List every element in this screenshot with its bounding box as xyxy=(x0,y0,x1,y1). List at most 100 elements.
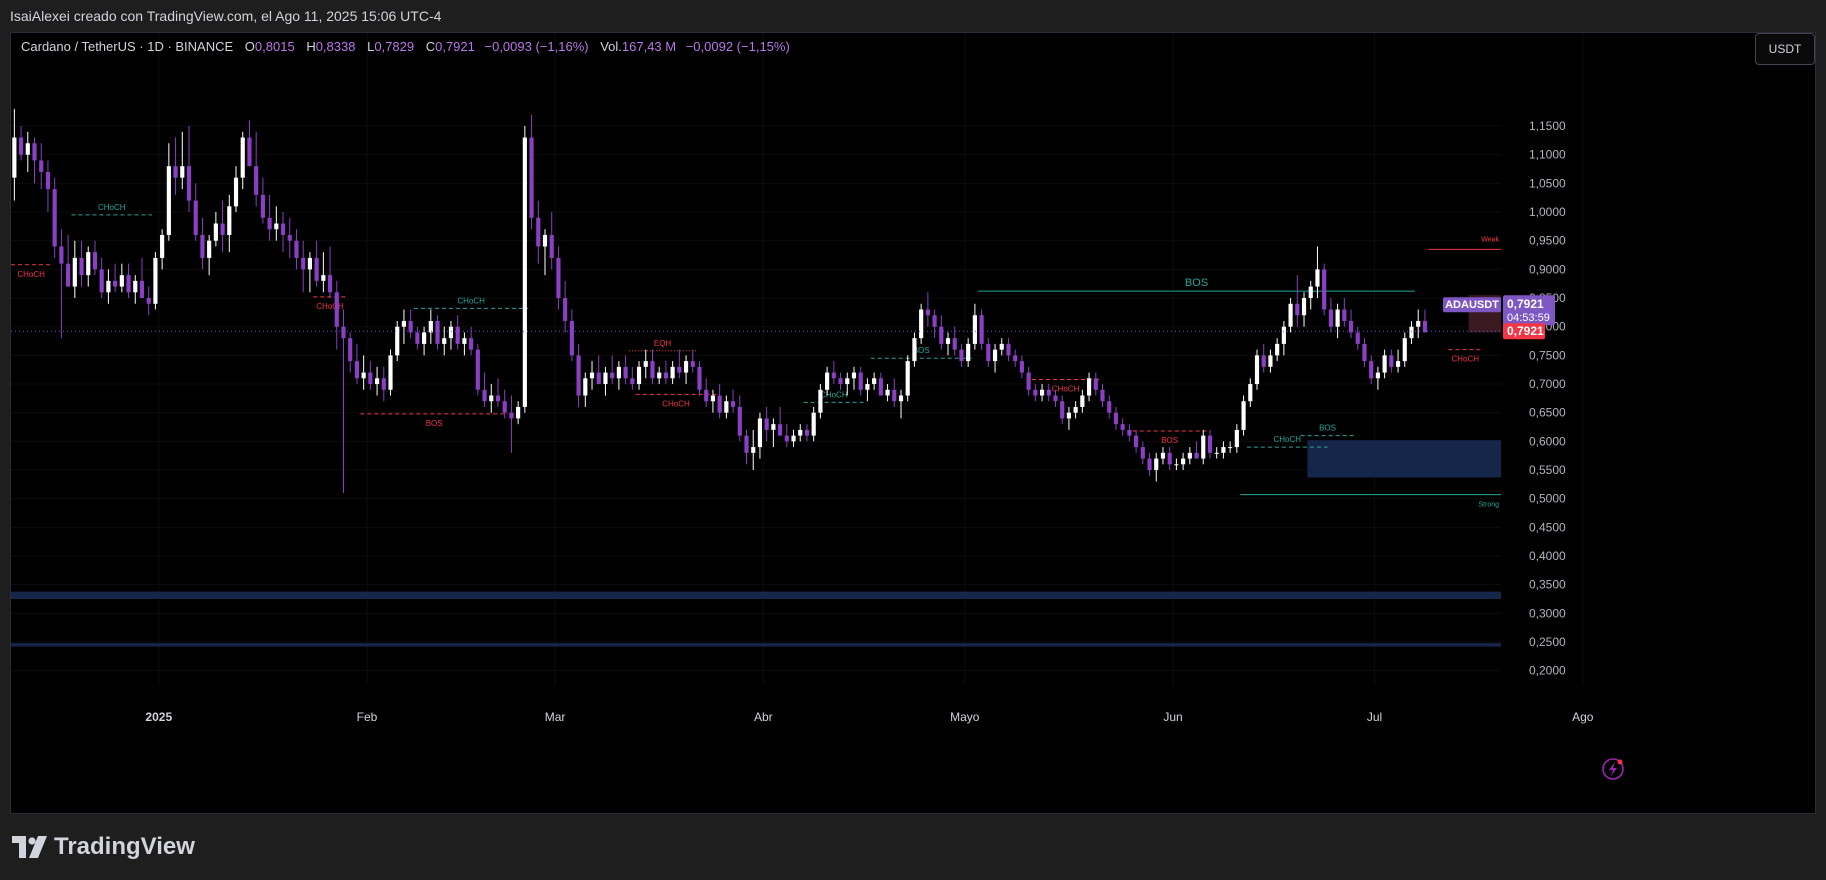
candle-body xyxy=(395,326,400,356)
x-tick-label: Ago xyxy=(1572,710,1594,724)
candle-body xyxy=(670,366,675,379)
candle-body xyxy=(1053,395,1058,402)
candle-body xyxy=(1315,269,1320,287)
candle-body xyxy=(569,320,574,356)
candle-body xyxy=(556,257,561,299)
candle-body xyxy=(72,257,77,287)
candle-body xyxy=(213,223,218,241)
candle-body xyxy=(751,447,756,453)
candle-body xyxy=(1275,343,1280,356)
candle-body xyxy=(435,320,440,344)
x-tick-label: Abr xyxy=(754,710,773,724)
y-tick-label: 0,6500 xyxy=(1529,406,1566,420)
candle-body xyxy=(643,361,648,367)
candle-body xyxy=(254,166,259,195)
candle-body xyxy=(791,435,796,442)
candle-body xyxy=(1100,389,1105,402)
volume-value: 167,43 M xyxy=(621,39,677,54)
candle-body xyxy=(730,401,736,407)
candle-body xyxy=(119,275,124,287)
structure-label: BOS xyxy=(1161,436,1178,445)
candle-body xyxy=(1241,401,1246,430)
candle-body xyxy=(1281,326,1286,344)
symbol-tag: ADAUSDT xyxy=(1445,299,1499,311)
y-tick-label: 0,7000 xyxy=(1529,377,1566,391)
x-tick-label: 2025 xyxy=(145,710,172,724)
structure-label: BOS xyxy=(1185,277,1208,289)
candle-body xyxy=(764,418,769,430)
time-axis[interactable]: 2025 Feb Mar Abr Mayo Jun Jul Ago xyxy=(145,710,1593,724)
candle-body xyxy=(126,275,131,293)
candle-body xyxy=(1086,378,1092,396)
candle-body xyxy=(99,269,104,293)
structure-label: CHoCH xyxy=(1451,355,1479,364)
y-tick-label: 0,2000 xyxy=(1529,664,1566,678)
candle-body xyxy=(932,315,937,327)
candle-body xyxy=(240,137,245,178)
symbol-name[interactable]: Cardano / TetherUS · 1D · BINANCE xyxy=(21,39,234,54)
candle-body xyxy=(1395,361,1401,367)
candle-body xyxy=(966,343,971,362)
candle-body xyxy=(1039,389,1045,396)
chart-panel[interactable]: CHoCH CHoCH CHoCH CHoCH BOS EQH CHoCH CHoCH BOS B… xyxy=(10,32,1816,814)
candle-body xyxy=(502,401,507,413)
brand-name: TradingView xyxy=(54,833,195,860)
change-value: −0,0093 (−1,16%) xyxy=(484,39,589,54)
y-tick-label: 1,1500 xyxy=(1529,119,1566,133)
candle-body xyxy=(287,234,292,241)
order-block-zone xyxy=(1307,440,1501,478)
candle-body xyxy=(1328,309,1333,327)
candles xyxy=(12,108,1428,493)
y-tick-label: 0,6000 xyxy=(1529,434,1566,448)
candle-body xyxy=(79,257,84,276)
candle-body xyxy=(1140,447,1145,459)
candle-body xyxy=(348,338,353,362)
candle-body xyxy=(1322,269,1327,310)
candle-body xyxy=(1295,303,1300,316)
y-tick-label: 1,0500 xyxy=(1529,176,1566,190)
price-tag-red-bg xyxy=(1503,323,1545,340)
candle-body xyxy=(616,366,621,379)
candle-body xyxy=(153,257,158,304)
candle-body xyxy=(972,315,977,344)
candle-body xyxy=(999,343,1004,350)
candle-body xyxy=(442,338,447,344)
candle-body xyxy=(939,326,944,344)
candle-body xyxy=(1362,343,1367,362)
low-value: 0,7829 xyxy=(374,39,415,54)
price-chart[interactable]: CHoCH CHoCH CHoCH CHoCH BOS EQH CHoCH CHoCH BOS B… xyxy=(11,33,1815,813)
candle-body xyxy=(25,143,30,155)
candle-body xyxy=(1006,343,1011,356)
price-tag-red: 0,7921 xyxy=(1507,324,1544,338)
price-axis[interactable]: 1,15001,10001,05001,00000,95000,90000,85… xyxy=(1529,119,1566,678)
volume-change: −0,0092 (−1,15%) xyxy=(685,39,790,54)
candle-body xyxy=(529,137,534,218)
candle-body xyxy=(710,395,716,402)
candle-body xyxy=(583,378,588,396)
candle-body xyxy=(274,223,279,230)
tradingview-branding[interactable]: TradingView xyxy=(12,832,195,862)
attribution-text: IsaiAlexei creado con TradingView.com, e… xyxy=(10,8,442,24)
candle-body xyxy=(1355,332,1360,344)
candle-body xyxy=(260,194,265,218)
candle-body xyxy=(1107,401,1112,413)
candle-body xyxy=(327,275,333,293)
candle-body xyxy=(1416,320,1421,327)
candle-body xyxy=(173,166,178,178)
candle-body xyxy=(307,257,312,270)
price-tag-bg xyxy=(1503,295,1555,326)
price-tag: 0,7921 xyxy=(1507,297,1544,311)
candle-body xyxy=(52,189,57,247)
candle-body xyxy=(462,338,467,344)
candle-body xyxy=(1254,355,1260,385)
candle-body xyxy=(428,320,433,333)
candle-body xyxy=(220,223,225,235)
grid xyxy=(11,33,1584,685)
candle-body xyxy=(233,177,239,207)
candle-body xyxy=(321,275,326,281)
currency-button[interactable]: USDT xyxy=(1755,33,1815,65)
candle-body xyxy=(1134,435,1139,448)
candle-body xyxy=(314,257,319,281)
candle-body xyxy=(59,246,64,264)
alert-icon[interactable] xyxy=(1602,758,1624,780)
